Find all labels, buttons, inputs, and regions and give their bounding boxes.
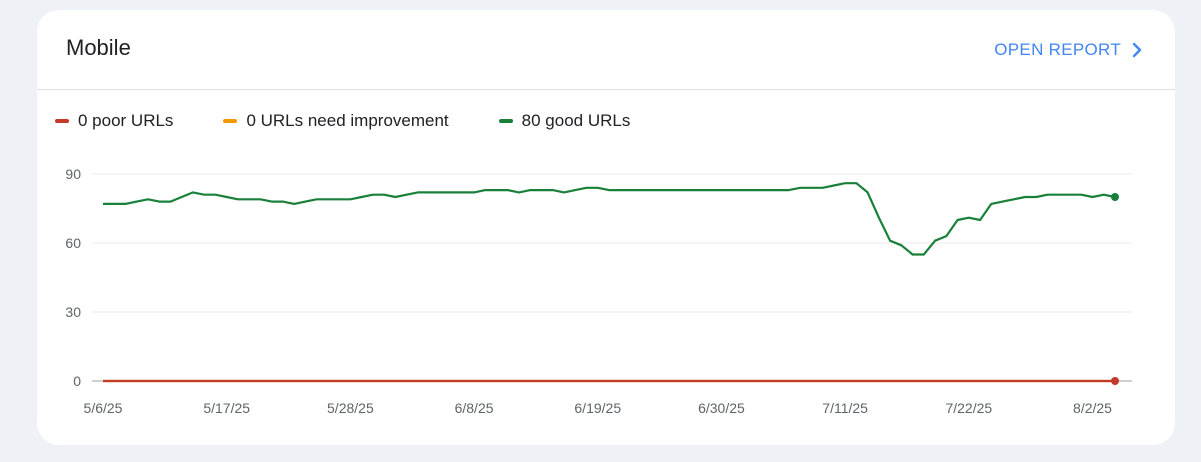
legend-label-poor: 0 poor URLs [78, 111, 174, 130]
x-tick-label: 8/2/25 [1073, 400, 1112, 416]
legend-item-poor: 0 poor URLs [55, 111, 173, 131]
open-report-link[interactable]: OPEN REPORT [994, 40, 1143, 60]
line-chart: 0 30 60 90 5/6/25 5/17/25 5/28/25 6/8/25 6/19/25… [65, 166, 1132, 416]
chevron-right-icon [1132, 42, 1142, 58]
legend-label-need-improvement: 0 URLs need improvement [246, 111, 449, 130]
x-tick-label: 5/28/25 [327, 400, 374, 416]
y-tick-label: 30 [65, 304, 81, 320]
card-header: Mobile OPEN REPORT [37, 10, 1175, 90]
y-tick-label: 60 [65, 235, 81, 251]
legend-swatch-poor [55, 119, 69, 123]
series-end-point-good-urls [1111, 193, 1119, 201]
chart-legend: 0 poor URLs 0 URLs need improvement 80 g… [55, 111, 630, 131]
series-end-point-poor-urls [1111, 377, 1119, 385]
mobile-report-card: Mobile OPEN REPORT 0 poor URLs 0 URLs ne… [37, 10, 1175, 445]
legend-swatch-good [498, 119, 513, 123]
x-tick-label: 6/30/25 [698, 400, 745, 416]
x-tick-label: 5/6/25 [84, 400, 123, 416]
legend-label-good: 80 good URLs [521, 111, 631, 130]
y-tick-label: 0 [73, 373, 81, 389]
x-tick-label: 6/19/25 [574, 400, 621, 416]
x-tick-label: 5/17/25 [203, 400, 250, 416]
x-tick-label: 6/8/25 [455, 400, 494, 416]
legend-swatch-need-improvement [223, 119, 238, 123]
series-line-good-urls [103, 182, 1116, 256]
legend-item-need-improvement: 0 URLs need improvement [223, 111, 449, 131]
card-title: Mobile [66, 35, 131, 60]
x-tick-label: 7/22/25 [945, 400, 992, 416]
open-report-label: OPEN REPORT [994, 40, 1121, 59]
y-tick-label: 90 [65, 166, 81, 182]
x-tick-label: 7/11/25 [822, 400, 868, 416]
legend-item-good: 80 good URLs [498, 111, 631, 131]
